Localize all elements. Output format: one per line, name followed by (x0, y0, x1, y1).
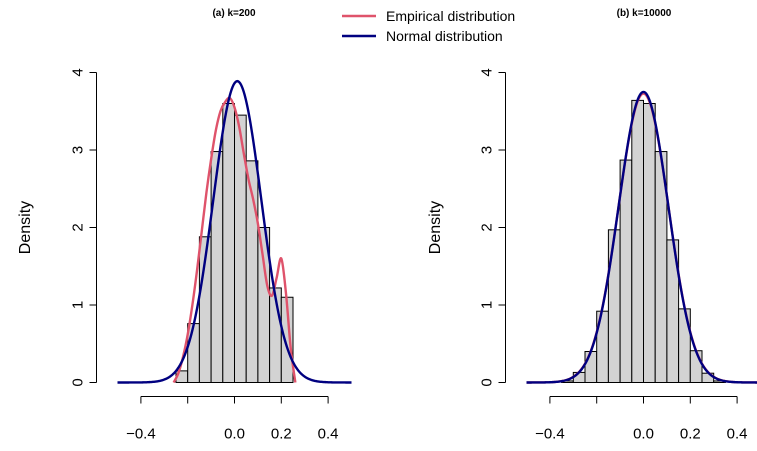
x-tick-label: 0.4 (727, 426, 748, 443)
histogram-bar (631, 99, 644, 384)
y-tick-label: 4 (70, 68, 87, 76)
y-tick-label: 1 (479, 301, 496, 309)
histogram-bar (584, 351, 598, 383)
histogram-bar (572, 371, 586, 383)
y-tick-label: 2 (479, 223, 496, 231)
legend: Empirical distribution Normal distributio… (342, 8, 515, 44)
y-tick-label: 1 (70, 301, 87, 309)
chart-panel-2: (b) k=10000 0 1 2 3 4 Density −0.4 0.0 0.2 0.4 (427, 8, 757, 443)
y-axis-label: Density (17, 201, 34, 254)
panel-title: (b) k=10000 (617, 8, 672, 19)
empirical-density-curve (172, 96, 297, 384)
histogram-bar (643, 103, 656, 383)
y-tick-label: 0 (479, 378, 496, 386)
x-tick-label: −0.4 (535, 426, 565, 443)
normal-density-curve (117, 79, 352, 384)
legend-label: Empirical distribution (386, 8, 515, 24)
y-axis-label: Density (427, 201, 444, 254)
histogram-bar (607, 229, 621, 383)
histogram-bar (689, 350, 703, 384)
histogram-bar (222, 103, 236, 383)
panel-title: (a) k=200 (212, 8, 256, 19)
y-tick-label: 3 (479, 146, 496, 154)
x-tick-label: −0.4 (126, 426, 156, 443)
x-tick-label: 0.2 (271, 426, 292, 443)
y-tick-label: 4 (479, 68, 496, 76)
x-tick-label: 0.0 (633, 426, 654, 443)
histogram-bar (210, 151, 224, 383)
y-tick-label: 2 (70, 223, 87, 231)
x-tick-label: 0.4 (318, 426, 339, 443)
normal-density-curve (526, 90, 757, 384)
histogram-bar (187, 323, 200, 384)
histogram-bar (678, 308, 691, 383)
y-tick-label: 3 (70, 146, 87, 154)
legend-label: Normal distribution (386, 28, 503, 44)
chart-panel-1: (a) k=200 0 1 2 3 4 Density −0.4 0.0 0.2 0.4 (17, 8, 352, 443)
x-tick-label: 0.0 (224, 426, 245, 443)
y-tick-label: 0 (70, 378, 87, 386)
histogram-bar (619, 159, 633, 383)
x-tick-label: 0.2 (680, 426, 701, 443)
